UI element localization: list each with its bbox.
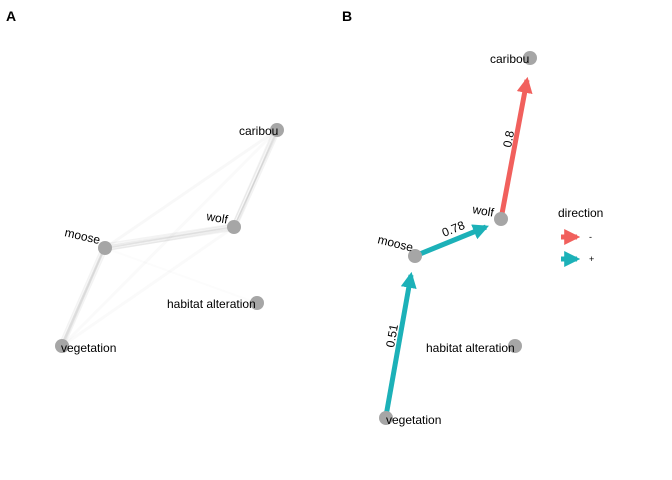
label-moose: moose — [63, 225, 102, 247]
label-caribou: caribou — [239, 124, 278, 138]
edge-label-vegetation-moose: 0.51 — [383, 323, 401, 349]
bootstrap-bundle-wolf-caribou — [230, 127, 281, 230]
bootstrap-edge-faint — [60, 225, 236, 348]
label-habitat-alteration: habitat alteration — [426, 341, 515, 355]
legend-label-negative: - — [589, 232, 592, 242]
node-caribou — [523, 51, 537, 65]
label-wolf: wolf — [470, 202, 495, 220]
edge-moose-wolf — [414, 224, 489, 259]
label-moose: moose — [376, 232, 415, 254]
label-habitat-alteration: habitat alteration — [167, 297, 256, 311]
panel-b-label: B — [342, 8, 352, 24]
bootstrap-bundle-vegetation-moose — [58, 245, 108, 349]
panel-a-bootstrap-edges — [58, 127, 281, 349]
legend-item-negative: - — [561, 228, 592, 246]
node-wolf — [227, 220, 241, 234]
node-moose — [98, 241, 112, 255]
node-habitat-alteration — [508, 339, 522, 353]
legend-label-positive: + — [589, 254, 594, 264]
panel-b: B 0.8 0.78 0.51 caribou wolf moose veget… — [342, 8, 537, 427]
node-caribou — [270, 123, 284, 137]
label-vegetation: vegetation — [61, 341, 116, 355]
legend-item-positive: + — [561, 250, 594, 268]
label-vegetation: vegetation — [386, 413, 441, 427]
label-wolf: wolf — [204, 209, 229, 227]
edge-label-wolf-caribou: 0.8 — [500, 129, 517, 148]
panel-a-label: A — [6, 8, 16, 24]
node-wolf — [494, 212, 508, 226]
panel-a: A — [6, 8, 284, 355]
bootstrap-edge-faint — [60, 128, 279, 348]
bootstrap-edge-faint — [105, 248, 257, 303]
node-vegetation — [55, 339, 69, 353]
legend-title: direction — [558, 206, 603, 220]
node-habitat-alteration — [250, 296, 264, 310]
bootstrap-bundle-moose-wolf — [102, 223, 236, 252]
edge-vegetation-moose — [383, 271, 417, 417]
legend: direction - + — [558, 206, 603, 268]
edge-wolf-caribou — [498, 76, 533, 220]
node-moose — [408, 249, 422, 263]
node-vegetation — [379, 411, 393, 425]
label-caribou: caribou — [490, 52, 529, 66]
bootstrap-edge-faint — [103, 128, 279, 250]
